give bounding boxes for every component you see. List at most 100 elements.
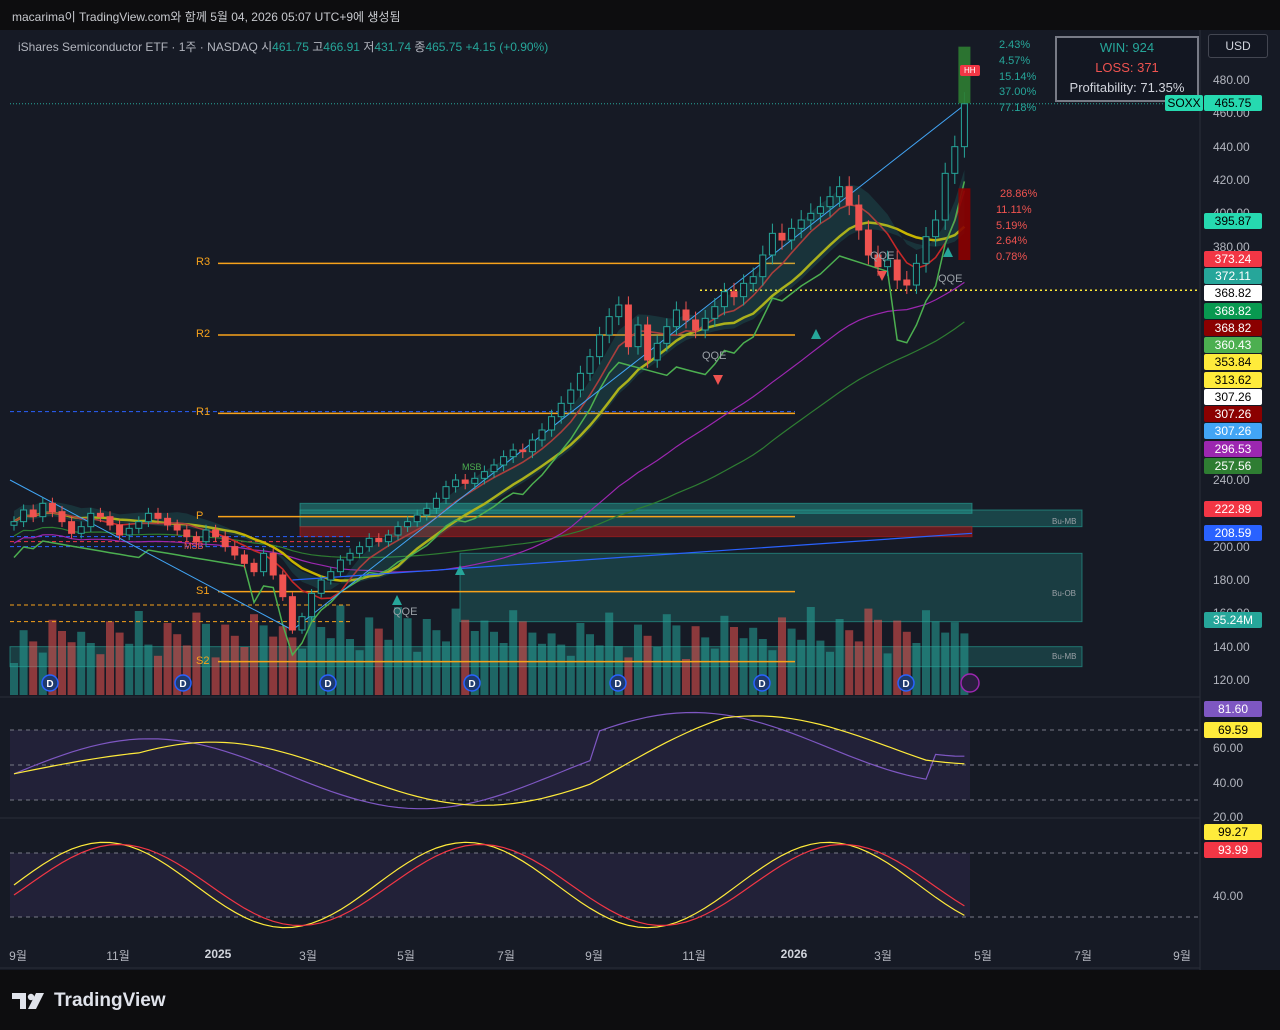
volume-bar xyxy=(854,641,863,695)
price-tag: 395.87 xyxy=(1204,213,1262,229)
candle-body xyxy=(864,229,872,256)
volume-bar xyxy=(797,639,806,695)
ma-100-line xyxy=(13,281,965,573)
candle-body xyxy=(346,552,354,561)
volume-bar xyxy=(58,631,66,695)
volume-bar xyxy=(269,636,278,695)
candle-body xyxy=(250,562,258,573)
volume-bar xyxy=(451,608,460,695)
rsi-value-tag: 81.60 xyxy=(1204,701,1262,717)
target-down-zone xyxy=(958,188,971,260)
candle-body xyxy=(87,512,95,528)
dividend-circle xyxy=(41,674,59,692)
candle-body xyxy=(413,514,421,523)
price-axis-label: 420.00 xyxy=(1213,173,1250,187)
dividend-circle xyxy=(174,674,192,692)
volume-bar xyxy=(470,631,479,695)
dividend-letter: D xyxy=(324,679,331,690)
candle-body xyxy=(624,304,632,348)
rsi-ma-line xyxy=(13,715,965,806)
high-value: 466.91 xyxy=(323,40,360,54)
volume-bar xyxy=(365,617,374,695)
volume-bar xyxy=(950,622,959,695)
dividend-circle xyxy=(319,674,337,692)
open-value: 461.75 xyxy=(272,40,309,54)
volume-bar xyxy=(298,648,306,695)
candle-body xyxy=(10,521,18,526)
currency-button[interactable]: USD xyxy=(1208,34,1268,58)
chart-canvas[interactable]: Bu-MB Bu-OB Bu-MB D D D D D D D xyxy=(0,30,1280,970)
candle-body xyxy=(605,316,613,336)
candle-body xyxy=(912,262,920,286)
annotation-qqe: QQE xyxy=(393,606,418,618)
price-tag: 307.26 xyxy=(1204,406,1262,422)
dividend-icon: D xyxy=(41,674,59,692)
rsi-axis-label: 20.00 xyxy=(1213,810,1244,824)
bu-ob-box xyxy=(459,552,1083,623)
candle-body xyxy=(48,502,56,513)
candle-body xyxy=(58,511,66,523)
volume-bar xyxy=(125,643,134,695)
candle-body xyxy=(960,103,968,148)
candle-body xyxy=(154,512,162,519)
buy-signal-icon xyxy=(811,329,821,339)
volume-bar xyxy=(394,607,402,695)
tradingview-logo-text: TradingView xyxy=(54,990,166,1011)
dividend-letter: D xyxy=(468,679,475,690)
annotation-qqe: QQE xyxy=(702,350,727,362)
volume-bar xyxy=(422,619,431,695)
candle-body xyxy=(480,471,488,479)
volume-bar xyxy=(499,643,508,695)
candle-body xyxy=(788,227,796,241)
loss-count: LOSS: 371 xyxy=(1095,60,1159,75)
candle-body xyxy=(68,521,76,534)
candle-body xyxy=(519,449,527,453)
candle-body xyxy=(576,372,584,391)
pivot-label-r3: R3 xyxy=(196,256,211,269)
chart-area[interactable]: Bu-MB Bu-OB Bu-MB D D D D D D D xyxy=(0,30,1280,970)
volume-bar xyxy=(288,637,297,695)
candle-body xyxy=(778,232,786,241)
stoch-k-line xyxy=(13,841,965,929)
volume-bar xyxy=(634,624,642,695)
volume-bar xyxy=(67,642,76,695)
buy-signal-icon xyxy=(455,565,465,575)
candle-body xyxy=(77,526,85,534)
price-axis-label: 180.00 xyxy=(1213,573,1250,587)
price-tag: 373.24 xyxy=(1204,251,1262,267)
target-up-pct: 15.14% xyxy=(999,71,1037,83)
volume-bar xyxy=(874,619,882,695)
time-axis-label: 9월 xyxy=(9,949,27,963)
candle-body xyxy=(183,529,191,538)
volume-bar xyxy=(509,610,518,695)
tradingview-logo[interactable]: TradingView xyxy=(12,989,166,1013)
candle-body xyxy=(634,324,642,348)
volume-bar xyxy=(250,614,258,695)
symbol-legend[interactable]: iShares Semiconductor ETF · 1주 · NASDAQ … xyxy=(18,38,548,55)
candle-body xyxy=(951,146,959,174)
volume-bar xyxy=(806,607,815,695)
annotation-hh: HH xyxy=(960,65,980,76)
volume-bar xyxy=(480,620,489,695)
ma-200-line xyxy=(13,321,965,559)
stoch-axis-label: 40.00 xyxy=(1213,889,1244,903)
volume-bar xyxy=(432,630,441,695)
candle-body xyxy=(538,429,546,441)
target-up-pct: 77.18% xyxy=(999,102,1037,114)
dividend-letter: D xyxy=(902,679,909,690)
time-axis-label: 9월 xyxy=(1173,949,1191,963)
candle-body xyxy=(759,254,767,278)
candle-body xyxy=(432,497,440,509)
candle-body xyxy=(509,449,517,458)
volume-bar xyxy=(221,624,230,695)
candle-body xyxy=(653,342,661,361)
candle-body xyxy=(202,529,210,543)
price-tag: 368.82 xyxy=(1204,320,1262,336)
volume-bar xyxy=(845,630,854,695)
candle-body xyxy=(816,206,824,214)
candle-body xyxy=(336,559,344,573)
time-axis-label: 11월 xyxy=(682,949,706,963)
rsi-line xyxy=(13,711,965,810)
time-axis-label: 3월 xyxy=(299,949,317,963)
dividend-icon: D xyxy=(753,674,771,692)
